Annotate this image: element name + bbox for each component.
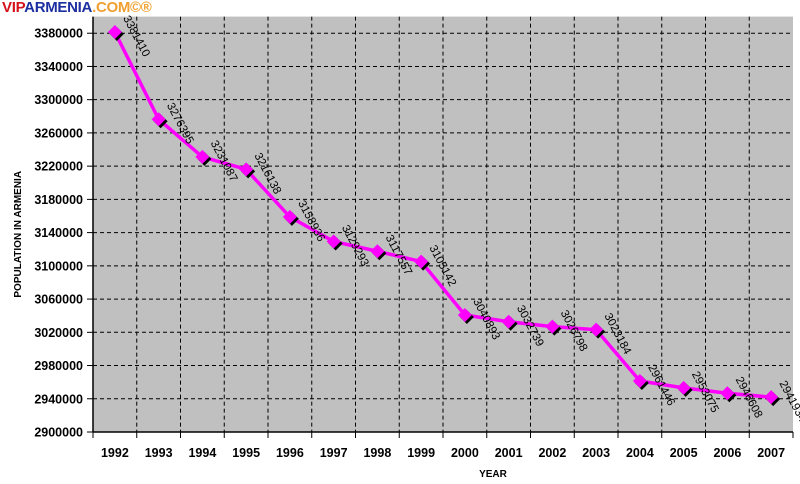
x-tick-label: 1992 [101, 446, 129, 460]
data-point [370, 244, 385, 259]
y-tick-label: 2980000 [34, 359, 83, 373]
data-point [545, 319, 560, 334]
y-tick-label: 2900000 [34, 426, 83, 440]
y-tick-label: 2940000 [34, 392, 83, 406]
x-tick-label: 1994 [188, 446, 216, 460]
x-tick-label: 2005 [670, 446, 698, 460]
x-tick-label: 2000 [451, 446, 479, 460]
series-line [113, 31, 772, 399]
x-tick-label: 2007 [757, 446, 785, 460]
x-tick-label: 1993 [145, 446, 173, 460]
data-point [720, 386, 735, 401]
data-point [414, 254, 429, 269]
x-axis-title: YEAR [479, 469, 508, 480]
logo-com: .COM©® [92, 0, 152, 16]
logo: VIPARMENIA.COM©® [2, 0, 152, 16]
data-point [107, 25, 122, 40]
data-point [195, 149, 210, 164]
y-tick-label: 3020000 [34, 326, 83, 340]
logo-armenia: ARMENIA [24, 0, 93, 16]
data-point [457, 307, 472, 322]
x-tick-label: 1997 [320, 446, 348, 460]
x-tick-label: 2001 [495, 446, 523, 460]
data-point [326, 234, 341, 249]
y-tick-label: 3300000 [34, 93, 83, 107]
y-tick-label: 3140000 [34, 226, 83, 240]
x-tick-label: 1995 [232, 446, 260, 460]
x-tick-label: 1998 [363, 446, 391, 460]
y-tick-label: 3340000 [34, 60, 83, 74]
logo-vip: VIP [2, 0, 25, 16]
x-tick-label: 2003 [582, 446, 610, 460]
data-point [501, 314, 516, 329]
y-tick-label: 3380000 [34, 27, 83, 41]
x-tick-label: 2004 [626, 446, 654, 460]
data-point [282, 209, 297, 224]
data-point [239, 162, 254, 177]
y-tick-label: 3180000 [34, 193, 83, 207]
y-tick-label: 3220000 [34, 160, 83, 174]
x-tick-label: 2002 [538, 446, 566, 460]
y-axis-title: POPULATION IN ARMENIA [13, 171, 24, 298]
data-point [151, 112, 166, 127]
data-point [676, 380, 691, 395]
x-tick-label: 1999 [407, 446, 435, 460]
y-tick-label: 3100000 [34, 259, 83, 273]
y-tick-label: 3060000 [34, 293, 83, 307]
y-tick-label: 3260000 [34, 126, 83, 140]
x-tick-label: 1996 [276, 446, 304, 460]
data-point [764, 390, 779, 405]
data-point [632, 373, 647, 388]
data-point [589, 322, 604, 337]
x-tick-label: 2006 [713, 446, 741, 460]
